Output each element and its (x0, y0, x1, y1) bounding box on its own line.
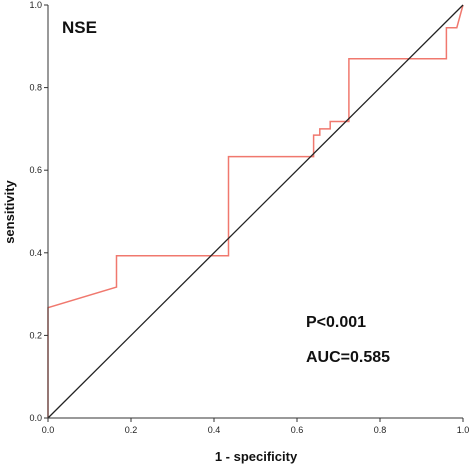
x-axis-title: 1 - specificity (215, 449, 298, 464)
x-ticks: 0.0 0.2 0.4 0.6 0.8 1.0 (42, 418, 470, 435)
reference-diagonal-line (47, 4, 464, 419)
x-tick-label: 0.4 (208, 425, 221, 435)
y-tick-label: 0.8 (29, 83, 42, 93)
panel-label: NSE (62, 18, 97, 37)
x-tick-label: 0.8 (374, 425, 387, 435)
y-tick-label: 0.4 (29, 248, 42, 258)
y-tick-label: 1.0 (29, 0, 42, 10)
roc-curve (47, 4, 464, 418)
y-tick-label: 0.2 (29, 330, 42, 340)
series-layer (47, 4, 464, 419)
x-tick-label: 0.6 (291, 425, 304, 435)
x-tick-label: 1.0 (457, 425, 470, 435)
x-tick-label: 0.2 (125, 425, 138, 435)
x-tick-label: 0.0 (42, 425, 55, 435)
y-axis-title: sensitivity (2, 179, 17, 243)
y-ticks: 0.0 0.2 0.4 0.6 0.8 1.0 (29, 0, 48, 423)
y-tick-label: 0.6 (29, 165, 42, 175)
y-tick-label: 0.0 (29, 413, 42, 423)
p-value-annotation: P<0.001 (306, 314, 366, 331)
auc-annotation: AUC=0.585 (306, 349, 390, 366)
